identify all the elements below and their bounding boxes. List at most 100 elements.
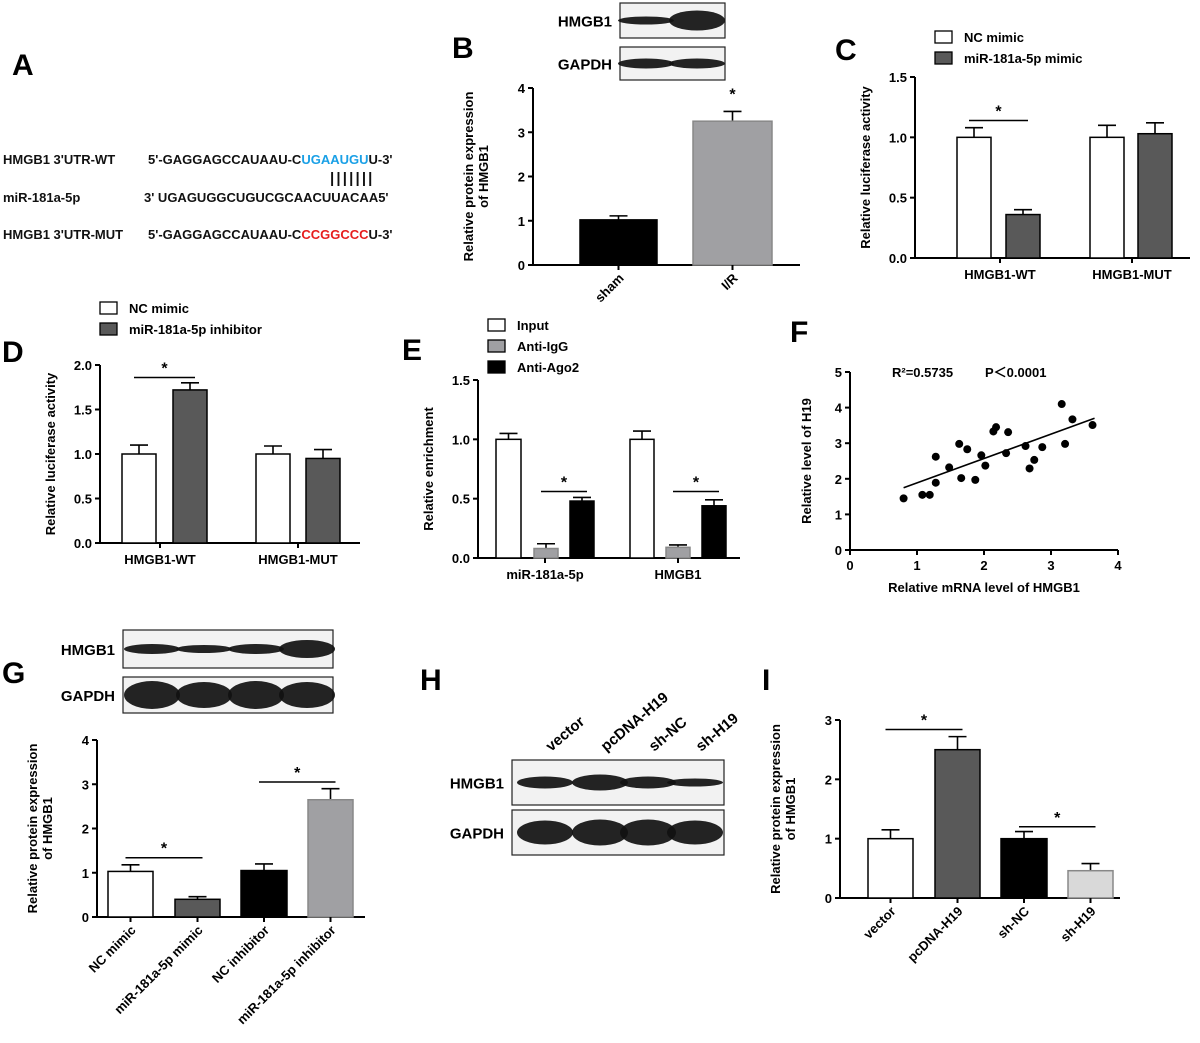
chart-b-x-tick-label: sham xyxy=(592,271,627,306)
blot-b-gapdh-label: GAPDH xyxy=(558,57,612,74)
chart-g-y-tick-label: 4 xyxy=(82,733,90,748)
seq-mir: 3' UGAGUGGCUGUCGCAACUUACAA5' xyxy=(144,190,389,205)
chart-d-legend-swatch xyxy=(99,301,118,315)
chart-d-bar xyxy=(255,453,291,544)
chart-e-y-tick-label: 0.0 xyxy=(452,551,470,566)
chart-i-bar xyxy=(1000,837,1048,899)
chart-g-y-label: Relative protein expression xyxy=(25,744,40,914)
chart-f-point xyxy=(957,474,966,483)
chart-e-legend-swatch xyxy=(487,339,506,353)
chart-f-y-tick-label: 1 xyxy=(835,507,842,522)
seq-wt: 5'-GAGGAGCCAUAAU-CUGAAUGUU-3' xyxy=(148,152,393,167)
seq-label-mir: miR-181a-5p xyxy=(3,190,81,205)
chart-f-y-tick-label: 3 xyxy=(835,436,842,451)
chart-f-p-annotation: P＜0.0001 xyxy=(985,365,1046,380)
chart-f-fit-line xyxy=(903,417,1095,489)
chart-d-y-tick-label: 0.0 xyxy=(74,536,92,551)
chart-b-y-label: Relative protein expression xyxy=(461,92,476,262)
chart-b-bar xyxy=(579,219,658,266)
chart-f-point xyxy=(1021,442,1030,451)
blot-h-hmgb1-band xyxy=(620,776,676,789)
chart-i-x-tick-label: sh-NC xyxy=(994,903,1032,941)
chart-f-point xyxy=(1030,455,1039,464)
seq-mut-suffix: U-3' xyxy=(368,227,393,242)
chart-f-x-tick-label: 2 xyxy=(980,558,987,573)
chart-c-significance-asterisk: * xyxy=(995,103,1002,120)
chart-e-bar xyxy=(495,438,522,559)
chart-d-y-tick-label: 1.0 xyxy=(74,447,92,462)
chart-e-legend-label: Anti-Ago2 xyxy=(517,360,579,375)
chart-f-point xyxy=(1068,415,1077,424)
blot-h-gapdh-band xyxy=(572,819,628,846)
chart-c-y-tick-label: 1.5 xyxy=(889,70,907,85)
chart-i-y-tick-label: 2 xyxy=(825,772,832,787)
chart-e-y-tick-label: 0.5 xyxy=(452,492,470,507)
chart-g-y-tick-label: 1 xyxy=(82,866,89,881)
seq-wt-site: UGAAUGU xyxy=(301,152,369,167)
chart-f-point xyxy=(931,452,940,461)
chart-b-y-tick-label: 0 xyxy=(518,258,525,273)
chart-f-point xyxy=(992,423,1001,432)
chart-d-legend-label: miR-181a-5p inhibitor xyxy=(129,322,262,337)
chart-f-r2-annotation: R²=0.5735 xyxy=(892,365,953,380)
chart-i-x-tick-label: vector xyxy=(860,904,898,942)
blot-h-hmgb1-band xyxy=(517,776,573,789)
chart-i-y-tick-label: 1 xyxy=(825,832,832,847)
chart-d-bar xyxy=(305,457,341,544)
chart-e-bar xyxy=(533,547,559,559)
seq-mut-prefix: 5'-GAGGAGCCAUAAU-C xyxy=(148,227,302,242)
seq-mut: 5'-GAGGAGCCAUAAU-CCCGGCCCU-3' xyxy=(148,227,393,242)
blot-g-hmgb1-band xyxy=(228,644,284,654)
chart-b-bar xyxy=(692,120,773,266)
chart-e-bar xyxy=(569,500,595,559)
chart-e-y-tick-label: 1.0 xyxy=(452,432,470,447)
panel-letter-b: B xyxy=(452,32,474,65)
blot-b-hmgb1-label: HMGB1 xyxy=(558,14,612,31)
blot-h-hmgb1-band xyxy=(572,774,628,791)
chart-g-significance-asterisk: * xyxy=(161,841,168,858)
chart-e-legend-swatch xyxy=(487,360,506,374)
chart-d-bar xyxy=(121,453,157,544)
chart-i-x-tick-label: pcDNA-H19 xyxy=(904,904,965,965)
chart-e-y-tick-label: 1.5 xyxy=(452,373,470,388)
blot-h-hmgb1-band xyxy=(667,778,723,787)
chart-b-y-label: of HMGB1 xyxy=(476,145,491,208)
chart-f-point xyxy=(955,439,964,448)
chart-d-significance-asterisk: * xyxy=(161,360,168,377)
chart-g-bar xyxy=(307,798,354,918)
chart-f-x-tick-label: 3 xyxy=(1047,558,1054,573)
chart-g-bar xyxy=(107,870,154,918)
blot-h-gapdh-label: GAPDH xyxy=(450,826,504,843)
chart-c-y-tick-label: 0.0 xyxy=(889,251,907,266)
chart-b-y-tick-label: 4 xyxy=(518,81,526,96)
blot-h-gapdh-band xyxy=(667,820,723,845)
chart-c-legend-label: NC mimic xyxy=(964,30,1024,45)
chart-i-y-tick-label: 0 xyxy=(825,891,832,906)
chart-f-point xyxy=(925,490,934,499)
chart-f-x-tick-label: 1 xyxy=(913,558,920,573)
chart-b-significance-asterisk: * xyxy=(729,86,736,103)
chart-f-x-tick-label: 0 xyxy=(846,558,853,573)
chart-e-legend-swatch xyxy=(487,318,506,332)
chart-i-bar xyxy=(934,748,981,899)
blot-g-hmgb1-band xyxy=(176,645,232,653)
pairing-lines: | | | | | | | xyxy=(330,170,372,187)
chart-f-point xyxy=(1038,443,1047,452)
chart-b-y-tick-label: 2 xyxy=(518,170,525,185)
blot-b-gapdh-band xyxy=(669,58,725,69)
blot-g-hmgb1-band xyxy=(279,640,335,658)
chart-g-y-tick-label: 3 xyxy=(82,777,89,792)
chart-f-point xyxy=(1025,464,1034,473)
blot-b-gapdh-band xyxy=(618,58,674,69)
chart-e-legend-label: Anti-IgG xyxy=(517,339,568,354)
blot-h-lane-label: sh-H19 xyxy=(693,710,742,755)
chart-c-y-tick-label: 1.0 xyxy=(889,130,907,145)
blot-g-gapdh-band xyxy=(228,681,284,709)
chart-i-y-label: of HMGB1 xyxy=(783,778,798,841)
chart-f-point xyxy=(931,478,940,487)
chart-d-y-tick-label: 2.0 xyxy=(74,358,92,373)
panel-letter-d: D xyxy=(2,336,24,369)
seq-label-mut: HMGB1 3'UTR-MUT xyxy=(3,227,124,242)
chart-e-group-label: HMGB1 xyxy=(655,567,702,582)
